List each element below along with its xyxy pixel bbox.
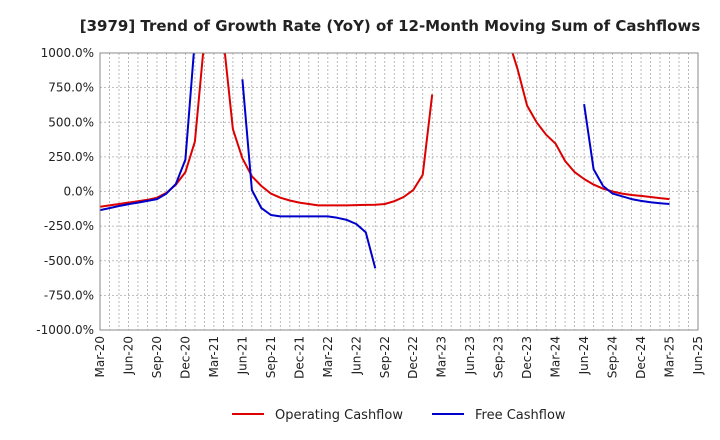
y-tick-label: 500.0% bbox=[48, 115, 94, 129]
x-tick-label: Dec-23 bbox=[520, 336, 534, 379]
legend-label: Operating Cashflow bbox=[275, 408, 403, 423]
x-tick-label: Sep-23 bbox=[492, 336, 506, 378]
x-tick-label: Sep-22 bbox=[378, 336, 392, 378]
x-tick-label: Dec-22 bbox=[406, 336, 420, 379]
y-tick-label: -500.0% bbox=[44, 254, 94, 268]
series-line-free-cashflow bbox=[100, 53, 670, 269]
x-tick-label: Mar-23 bbox=[435, 336, 449, 377]
x-tick-label: Mar-24 bbox=[549, 336, 563, 377]
y-tick-label: -750.0% bbox=[44, 288, 94, 302]
x-tick-label: Jun-23 bbox=[463, 336, 477, 375]
y-tick-label: 750.0% bbox=[48, 81, 94, 95]
chart-title: [3979] Trend of Growth Rate (YoY) of 12-… bbox=[80, 17, 701, 35]
x-tick-label: Dec-20 bbox=[178, 336, 192, 379]
y-tick-label: 250.0% bbox=[48, 150, 94, 164]
x-tick-label: Mar-20 bbox=[93, 336, 107, 377]
x-tick-label: Dec-21 bbox=[292, 336, 306, 379]
x-tick-label: Sep-24 bbox=[606, 336, 620, 378]
legend: Operating Cashflow Free Cashflow bbox=[232, 408, 566, 423]
y-tick-label: -250.0% bbox=[44, 219, 94, 233]
y-tick-label: 0.0% bbox=[64, 185, 95, 199]
x-tick-label: Mar-25 bbox=[663, 336, 677, 377]
x-tick-label: Jun-21 bbox=[235, 336, 249, 375]
x-axis-ticks: Mar-20 Jun-20 Sep-20 Dec-20 Mar-21 Jun-21 Sep-… bbox=[93, 336, 705, 379]
x-tick-label: Sep-20 bbox=[150, 336, 164, 378]
x-tick-label: Mar-21 bbox=[207, 336, 221, 377]
y-tick-label: 1000.0% bbox=[41, 46, 94, 60]
x-tick-label: Jun-20 bbox=[121, 336, 135, 375]
y-axis-ticks: 1000.0% 750.0% 500.0% 250.0% 0.0% -250.0% -500… bbox=[36, 46, 94, 337]
series-layer bbox=[100, 53, 670, 269]
x-tick-label: Jun-22 bbox=[349, 336, 363, 375]
x-tick-label: Sep-21 bbox=[264, 336, 278, 378]
x-tick-label: Jun-24 bbox=[577, 336, 591, 375]
legend-label: Free Cashflow bbox=[475, 408, 566, 423]
y-tick-label: -1000.0% bbox=[36, 323, 94, 337]
x-tick-label: Dec-24 bbox=[634, 336, 648, 379]
series-line-operating-cashflow bbox=[100, 53, 670, 208]
x-tick-label: Mar-22 bbox=[321, 336, 335, 377]
plot-frame bbox=[99, 52, 699, 331]
x-tick-label: Jun-25 bbox=[691, 336, 705, 375]
